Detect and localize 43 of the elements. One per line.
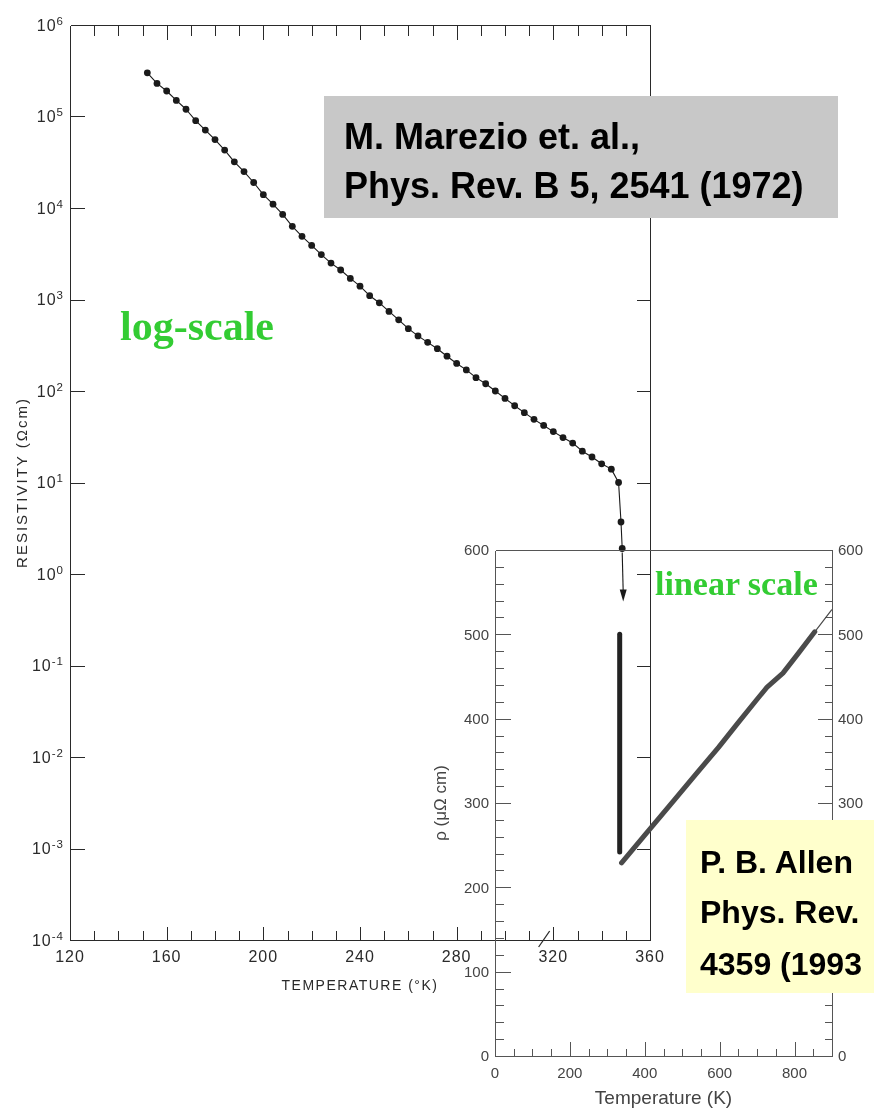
y-tick-label: 10$^{6}$ (36, 14, 64, 34)
x-tick-label: 280 (441, 948, 472, 965)
y-tick-label: 10$^{5}$ (36, 106, 64, 126)
y-tick-label: 10$^{-1}$ (31, 655, 64, 675)
x-tick-label: 600 (707, 1064, 733, 1081)
y2-tick-label: 600 (838, 541, 864, 559)
y2-tick-label: 0 (838, 1047, 847, 1065)
x-tick-label: 120 (55, 948, 85, 965)
y-axis-title: RESISTIVITY (Ωcm) (13, 397, 31, 568)
y-tick-label: 10$^{1}$ (36, 472, 64, 492)
x-tick-label: 0 (490, 1064, 500, 1081)
x-tick-label: 200 (557, 1064, 583, 1081)
x-tick-label: 800 (782, 1064, 808, 1081)
x-tick-label: 160 (151, 948, 182, 965)
y-tick-label: 200 (463, 878, 489, 896)
x-tick-label: 400 (632, 1064, 658, 1081)
y-tick-label: 500 (463, 625, 489, 643)
y-tick-label: 100 (463, 963, 489, 981)
x-tick-label: 320 (538, 948, 569, 965)
y2-tick-label: 400 (838, 710, 864, 728)
y-tick-label: 10$^{3}$ (36, 289, 64, 309)
y-axis-title: ρ (μΩ cm) (431, 765, 451, 841)
y-tick-label: 10$^{0}$ (36, 563, 64, 583)
y-tick-label: 10$^{4}$ (36, 197, 64, 217)
y-tick-label: 10$^{-2}$ (31, 746, 64, 766)
y-tick-label: 600 (463, 541, 489, 559)
y-tick-label: 10$^{-3}$ (31, 838, 64, 858)
x-tick-label: 360 (635, 948, 665, 965)
x-tick-label: 200 (248, 948, 279, 965)
y-tick-label: 10$^{2}$ (36, 380, 64, 400)
x-tick-label: 240 (345, 948, 375, 965)
y2-tick-label: 300 (838, 794, 864, 812)
x-axis-title: TEMPERATURE (°K) (281, 977, 439, 993)
y-tick-label: 300 (463, 794, 489, 812)
annotation: log-scale (120, 303, 274, 349)
y2-tick-label: 500 (838, 625, 864, 643)
annotation: M. Marezio et. al., Phys. Rev. B 5, 2541 (1972) (344, 116, 804, 206)
y-tick-label: 10$^{-4}$ (31, 929, 64, 949)
annotation: P. B. Allen Phys. Rev. 4359 (1993 (700, 844, 862, 982)
annotation: linear scale (655, 565, 818, 602)
x-axis-title: Temperature (K) (594, 1087, 733, 1108)
y-tick-label: 400 (463, 710, 489, 728)
y-tick-label: 0 (480, 1047, 489, 1065)
